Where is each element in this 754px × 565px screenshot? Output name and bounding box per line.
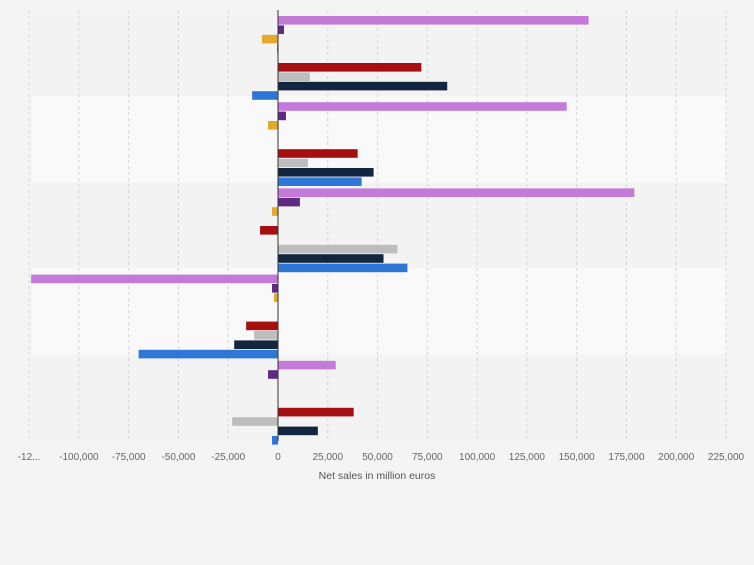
x-tick-label: 100,000 bbox=[459, 452, 496, 463]
bar bbox=[278, 25, 284, 34]
x-tick-label: 225,000 bbox=[708, 452, 745, 463]
bar bbox=[278, 360, 336, 370]
x-tick-label: -100,000 bbox=[59, 452, 99, 463]
bar bbox=[278, 111, 286, 121]
x-tick-label: 75,000 bbox=[412, 452, 443, 463]
bar bbox=[252, 91, 278, 100]
bar bbox=[278, 188, 635, 197]
bar bbox=[272, 207, 278, 216]
x-tick-label: 150,000 bbox=[559, 452, 596, 463]
bar bbox=[138, 349, 278, 359]
bar bbox=[278, 168, 374, 177]
x-tick-label: 50,000 bbox=[362, 452, 393, 463]
bar bbox=[278, 177, 362, 186]
x-tick-label: -75,000 bbox=[112, 452, 146, 463]
group-band bbox=[32, 354, 726, 441]
x-tick-label: 0 bbox=[275, 452, 281, 463]
x-tick-label: -25,000 bbox=[211, 452, 245, 463]
bar bbox=[234, 340, 278, 349]
bar bbox=[278, 63, 422, 72]
bar bbox=[278, 81, 448, 91]
x-axis-title: Net sales in million euros bbox=[319, 470, 436, 482]
bar bbox=[278, 426, 318, 436]
bar bbox=[254, 331, 278, 340]
bar bbox=[278, 254, 384, 263]
x-tick-label: -50,000 bbox=[161, 452, 195, 463]
x-tick-label: 200,000 bbox=[658, 452, 695, 463]
bar bbox=[268, 370, 278, 379]
bar bbox=[278, 102, 567, 111]
x-tick-label: 125,000 bbox=[509, 452, 546, 463]
bar bbox=[278, 72, 310, 81]
bar bbox=[278, 244, 398, 254]
bar bbox=[232, 417, 278, 426]
bar bbox=[268, 121, 278, 130]
x-tick-label: 175,000 bbox=[608, 452, 645, 463]
x-tick-label: 25,000 bbox=[312, 452, 343, 463]
bar bbox=[278, 197, 300, 207]
bar bbox=[260, 226, 278, 235]
bar bbox=[278, 16, 589, 25]
bar bbox=[274, 293, 278, 302]
bar bbox=[246, 321, 278, 331]
bar bbox=[272, 436, 278, 445]
x-tick-label: -12... bbox=[18, 452, 41, 463]
bar bbox=[278, 407, 354, 417]
bar bbox=[272, 284, 278, 293]
bar bbox=[278, 263, 408, 273]
bar bbox=[278, 149, 358, 158]
bar bbox=[278, 158, 308, 168]
bar bbox=[262, 34, 278, 44]
bar bbox=[31, 274, 279, 284]
